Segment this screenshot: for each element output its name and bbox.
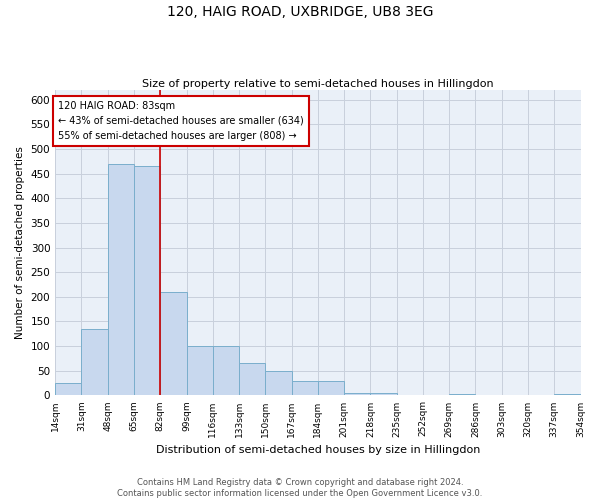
Text: Contains HM Land Registry data © Crown copyright and database right 2024.
Contai: Contains HM Land Registry data © Crown c… bbox=[118, 478, 482, 498]
Bar bbox=[55, 383, 82, 396]
X-axis label: Distribution of semi-detached houses by size in Hillingdon: Distribution of semi-detached houses by … bbox=[155, 445, 480, 455]
Bar bbox=[318, 380, 344, 396]
Y-axis label: Number of semi-detached properties: Number of semi-detached properties bbox=[15, 146, 25, 339]
Bar bbox=[239, 364, 265, 396]
Bar bbox=[449, 394, 475, 396]
Bar bbox=[108, 164, 134, 396]
Bar bbox=[213, 346, 239, 396]
Bar bbox=[554, 394, 581, 396]
Text: 120 HAIG ROAD: 83sqm
← 43% of semi-detached houses are smaller (634)
55% of semi: 120 HAIG ROAD: 83sqm ← 43% of semi-detac… bbox=[58, 101, 304, 140]
Bar bbox=[265, 371, 292, 396]
Bar bbox=[344, 393, 370, 396]
Text: 120, HAIG ROAD, UXBRIDGE, UB8 3EG: 120, HAIG ROAD, UXBRIDGE, UB8 3EG bbox=[167, 5, 433, 19]
Bar bbox=[160, 292, 187, 396]
Title: Size of property relative to semi-detached houses in Hillingdon: Size of property relative to semi-detach… bbox=[142, 79, 494, 89]
Bar bbox=[134, 166, 160, 396]
Bar bbox=[187, 346, 213, 396]
Bar bbox=[292, 380, 318, 396]
Bar bbox=[82, 329, 108, 396]
Bar bbox=[370, 393, 397, 396]
